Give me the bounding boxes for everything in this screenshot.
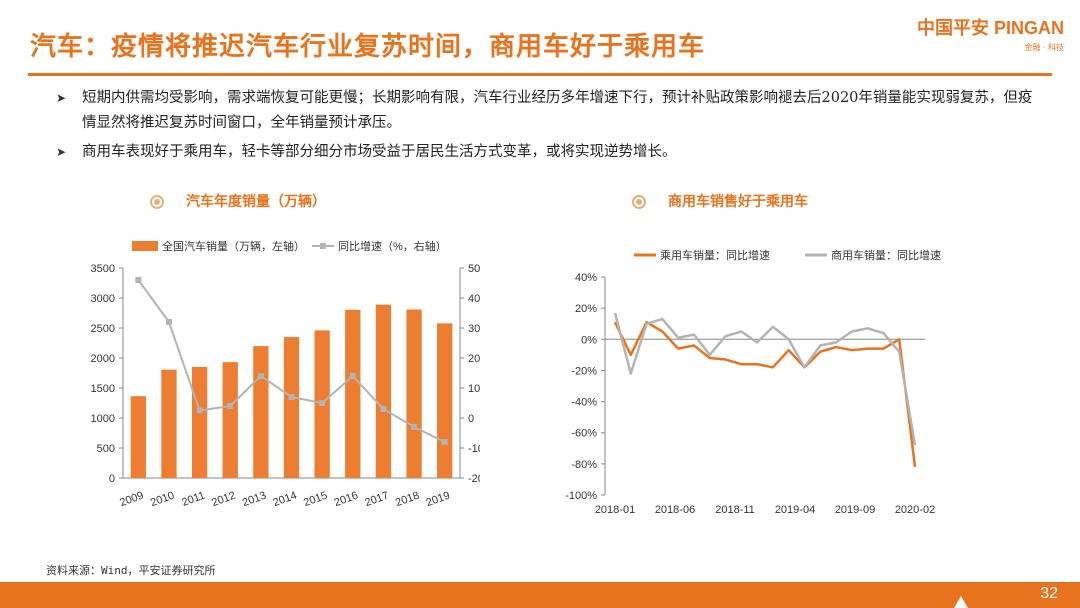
page-number: 32 <box>1040 585 1058 602</box>
legend-line-marker <box>320 243 326 249</box>
target-dot-icon <box>632 195 646 209</box>
sales-bar <box>406 309 422 478</box>
bullet-item: ➤ 商用车表现好于乘用车，轻卡等部分细分市场受益于居民生活方式变革，或将实现逆势… <box>56 140 1046 165</box>
growth-point <box>165 319 172 325</box>
right-tick-label: 10 <box>468 383 480 395</box>
target-dot-icon <box>150 195 164 209</box>
x-tick-label: 2019 <box>425 490 452 510</box>
y-tick-label: 40% <box>575 272 597 284</box>
sales-bar <box>345 309 361 478</box>
left-tick-label: 500 <box>97 443 115 455</box>
x-tick-label: 2018-01 <box>595 504 635 516</box>
right-tick-label: 30 <box>468 323 480 335</box>
growth-point <box>196 407 203 414</box>
growth-point <box>441 439 448 445</box>
left-tick-label: 3000 <box>91 293 115 305</box>
sales-bar <box>130 396 146 478</box>
left-tick-label: 1500 <box>91 383 115 395</box>
right-chart-title: 商用车销售好于乘用车 <box>632 191 808 211</box>
y-tick-label: -60% <box>571 428 597 440</box>
x-tick-label: 2009 <box>118 490 145 510</box>
bullet-list: ➤ 短期内供需均受影响，需求端恢复可能更慢；长期影响有限，汽车行业经历多年增速下… <box>56 86 1046 165</box>
x-tick-label: 2010 <box>149 490 176 510</box>
x-tick-label: 2017 <box>363 490 390 510</box>
source-note: 资料来源：Wind，平安证券研究所 <box>46 564 216 577</box>
left-tick-label: 2500 <box>91 323 115 335</box>
yoy-growth-chart: 乘用车销量：同比增速 商用车销量：同比增速 -100% -80% -60% -40% -20… <box>565 248 941 516</box>
annual-sales-chart: 全国汽车销量（万辆，左轴） 同比增速（%，右轴）05001000150020002… <box>91 239 480 510</box>
growth-point <box>135 277 142 283</box>
x-tick-label: 2018-06 <box>655 504 695 516</box>
commercial-growth-line <box>613 312 917 446</box>
sales-bar <box>253 346 269 478</box>
right-tick-label: 50 <box>468 263 480 275</box>
right-tick-label: -20 <box>468 473 480 485</box>
right-tick-label: -10 <box>468 443 480 455</box>
growth-point <box>349 373 356 379</box>
footer-bar: 32 <box>0 582 1080 608</box>
sales-bar <box>191 366 208 478</box>
sales-bar <box>222 362 238 478</box>
y-tick-label: -80% <box>571 459 597 471</box>
x-tick-label: 2016 <box>333 490 360 510</box>
y-tick-label: 20% <box>575 303 597 315</box>
right-tick-label: 0 <box>468 413 474 425</box>
legend-passenger-label: 乘用车销量：同比增速 <box>660 248 770 262</box>
sales-bar <box>161 369 177 478</box>
logo-tagline: 金融 · 科技 <box>1024 43 1064 52</box>
y-tick-label: 0% <box>581 334 597 346</box>
growth-point <box>227 403 234 409</box>
right-chart-title-text: 商用车销售好于乘用车 <box>668 194 808 210</box>
bullet-item: ➤ 短期内供需均受影响，需求端恢复可能更慢；长期影响有限，汽车行业经历多年增速下… <box>56 86 1046 136</box>
left-tick-label: 0 <box>109 473 115 485</box>
left-tick-label: 1000 <box>91 413 115 425</box>
y-tick-label: -20% <box>571 365 597 377</box>
title-divider <box>28 73 1052 76</box>
x-tick-label: 2012 <box>210 490 237 510</box>
growth-point <box>319 400 326 406</box>
bullet-text: 商用车表现好于乘用车，轻卡等部分细分市场受益于居民生活方式变革，或将实现逆势增长… <box>82 144 677 160</box>
x-tick-label: 2013 <box>241 490 268 510</box>
x-tick-label: 2019-04 <box>775 504 815 516</box>
bullet-arrow-icon: ➤ <box>56 91 67 105</box>
growth-point <box>411 424 418 430</box>
y-tick-label: -40% <box>571 397 597 409</box>
left-chart-title-text: 汽车年度销量（万辆） <box>186 194 326 210</box>
sales-bar <box>375 304 392 478</box>
right-tick-label: 20 <box>468 353 480 365</box>
sales-bar <box>283 337 300 478</box>
pingan-logo: 中国平安 PINGAN 金融 · 科技 <box>917 14 1064 53</box>
left-tick-label: 3500 <box>91 263 115 275</box>
legend-bar-swatch <box>132 241 158 251</box>
x-tick-label: 2011 <box>180 490 206 509</box>
left-chart-title: 汽车年度销量（万辆） <box>150 191 326 211</box>
passenger-growth-line <box>613 320 917 468</box>
x-tick-label: 2015 <box>302 490 329 510</box>
legend-bar-label: 全国汽车销量（万辆，左轴） <box>162 239 305 253</box>
growth-point <box>288 394 295 400</box>
legend-line-label: 同比增速（%，右轴） <box>338 239 447 253</box>
bullet-arrow-icon: ➤ <box>56 145 67 159</box>
page-title: 汽车：疫情将推迟汽车行业复苏时间，商用车好于乘用车 <box>30 32 706 62</box>
left-tick-label: 2000 <box>91 353 115 365</box>
bullet-text: 短期内供需均受影响，需求端恢复可能更慢；长期影响有限，汽车行业经历多年增速下行，… <box>82 90 1033 131</box>
legend-commercial-label: 商用车销量：同比增速 <box>831 248 941 262</box>
right-tick-label: 40 <box>468 293 480 305</box>
x-tick-label: 2019-09 <box>835 504 875 516</box>
growth-point <box>380 406 387 412</box>
y-tick-label: -100% <box>565 490 597 502</box>
pingan-mark-icon <box>954 596 968 608</box>
growth-point <box>257 373 264 379</box>
x-tick-label: 2020-02 <box>895 504 935 516</box>
x-tick-label: 2018-11 <box>715 504 755 516</box>
x-tick-label: 2014 <box>271 490 298 510</box>
x-tick-label: 2018 <box>394 490 421 510</box>
logo-brand: 中国平安 PINGAN <box>916 18 1064 38</box>
sales-bar <box>437 323 453 478</box>
